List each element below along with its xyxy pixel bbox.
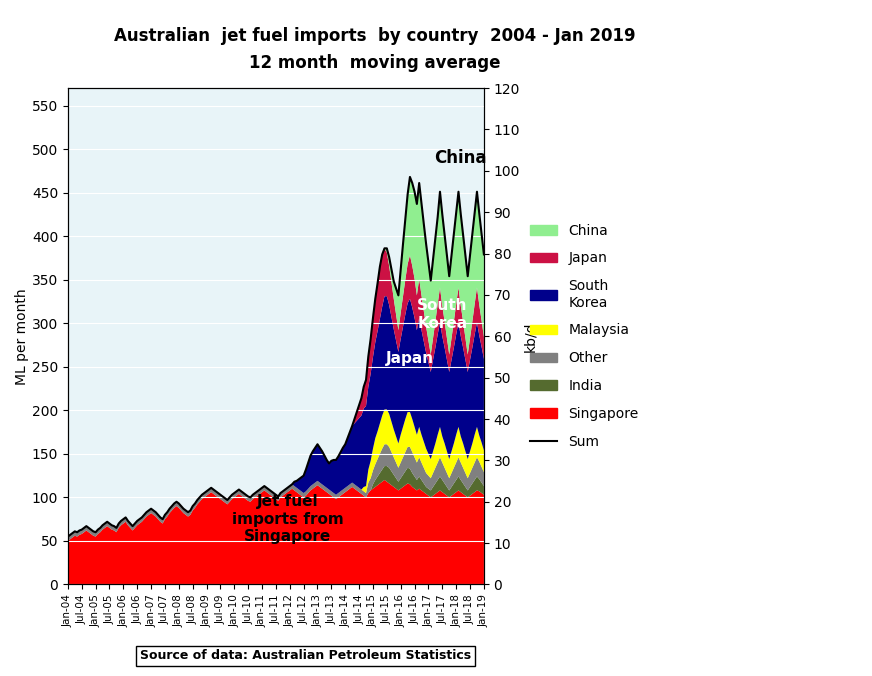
Text: Source of data: Australian Petroleum Statistics: Source of data: Australian Petroleum Sta… (140, 650, 471, 662)
Legend: China, Japan, South
Korea, Malaysia, Other, India, Singapore, Sum: China, Japan, South Korea, Malaysia, Oth… (524, 218, 644, 454)
Text: Australian  jet fuel imports  by country  2004 - Jan 2019: Australian jet fuel imports by country 2… (114, 27, 636, 45)
Y-axis label: kb/d: kb/d (523, 321, 537, 352)
Text: Jet fuel
imports from
Singapore: Jet fuel imports from Singapore (232, 494, 344, 544)
Y-axis label: ML per month: ML per month (15, 288, 29, 385)
Text: Japan: Japan (386, 351, 434, 366)
Text: China: China (434, 149, 487, 167)
Text: South
Korea: South Korea (417, 298, 467, 331)
Text: 12 month  moving average: 12 month moving average (249, 54, 501, 72)
